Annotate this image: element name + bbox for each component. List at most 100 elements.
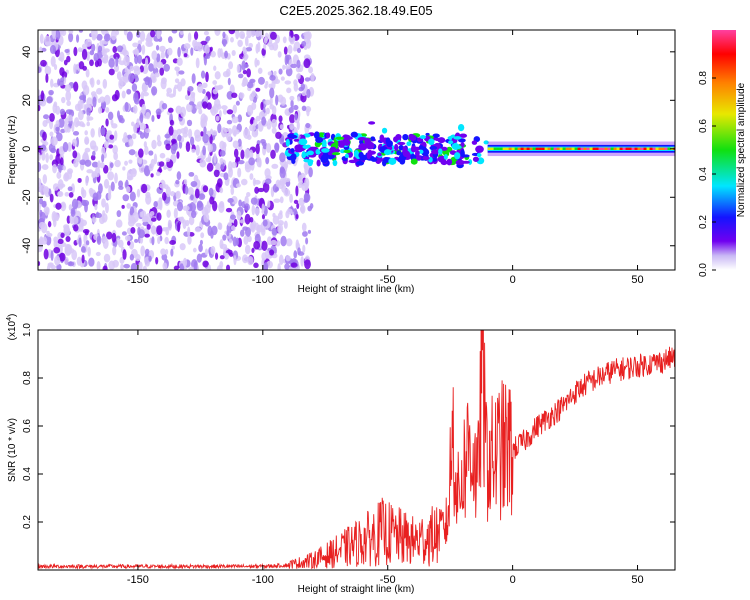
heatmap-cell [219, 157, 224, 165]
heatmap-cell [126, 203, 132, 209]
heatmap-cell [132, 42, 139, 48]
y-tick-label: 0 [21, 146, 33, 152]
heatmap-cell [240, 178, 248, 186]
heatmap-cell [103, 141, 109, 149]
y-tick-label: 0.6 [22, 419, 33, 433]
heatmap-cell [293, 250, 298, 259]
heatmap-cell [92, 216, 97, 223]
heatmap-cell [122, 166, 126, 171]
spectrogram-y-label: Frequency (Hz) [7, 116, 18, 185]
heatmap-cell [173, 207, 178, 219]
heatmap-cell [64, 191, 70, 197]
heatmap-cell [541, 147, 545, 150]
heatmap-cell [269, 74, 276, 81]
heatmap-cell [511, 147, 515, 150]
heatmap-cell [49, 131, 54, 137]
heatmap-cell [151, 50, 158, 61]
snr-frame [37, 329, 676, 571]
heatmap-cell [538, 147, 542, 150]
heatmap-cell [294, 113, 298, 121]
x-tick-label: 0 [510, 274, 516, 286]
heatmap-cell [142, 265, 148, 270]
heatmap-cell [49, 112, 55, 122]
heatmap-cell [111, 123, 118, 129]
heatmap-cell [42, 131, 47, 141]
heatmap-cell [133, 123, 138, 134]
heatmap-cell [118, 180, 124, 188]
heatmap-cell [529, 147, 533, 150]
heatmap-cell [277, 51, 282, 58]
heatmap-cell [547, 147, 551, 150]
heatmap-cell [81, 48, 88, 60]
heatmap-cell [190, 210, 197, 219]
heatmap-cell [580, 147, 584, 150]
snr-y-multiplier: (x104) [6, 314, 18, 341]
heatmap-cell [91, 171, 98, 178]
heatmap-cell [284, 54, 288, 66]
heatmap-cell [203, 126, 207, 135]
heatmap-cell [162, 191, 167, 201]
heatmap-cell [145, 39, 153, 48]
heatmap-cell [275, 94, 279, 106]
heatmap-cell [212, 80, 218, 85]
heatmap-cell [160, 51, 166, 60]
heatmap-cell [94, 60, 100, 68]
heatmap-cell [544, 147, 548, 150]
heatmap-cell [96, 260, 101, 270]
heatmap-cell [437, 137, 446, 144]
heatmap-cell [105, 106, 110, 113]
heatmap-cell [243, 53, 248, 62]
heatmap-cell [173, 265, 179, 270]
heatmap-cell [289, 114, 296, 124]
heatmap-cell [260, 101, 264, 111]
heatmap-cell [102, 210, 106, 217]
heatmap-cell [293, 208, 298, 216]
heatmap-cell [174, 84, 178, 90]
heatmap-cell [176, 201, 184, 212]
heatmap-cell [59, 108, 66, 116]
heatmap-cell [200, 70, 206, 79]
heatmap-cell [214, 98, 221, 108]
heatmap-cell [77, 110, 84, 121]
heatmap-cell [205, 157, 212, 163]
heatmap-cell [68, 32, 74, 43]
spectrogram-x-ticks: -150 -100 -50 0 50 [127, 30, 644, 286]
heatmap-cell [55, 202, 62, 210]
heatmap-cell [194, 227, 202, 233]
heatmap-cell [308, 167, 313, 178]
heatmap-cell [101, 198, 106, 208]
heatmap-cell [431, 157, 438, 162]
heatmap-cell [483, 140, 489, 145]
heatmap-cell [103, 48, 110, 53]
heatmap-cell [468, 159, 473, 165]
heatmap-cell [288, 35, 296, 43]
heatmap-cell [304, 259, 311, 270]
heatmap-cell [592, 147, 596, 150]
heatmap-cell [75, 64, 80, 70]
heatmap-cell [226, 109, 234, 115]
heatmap-cell [133, 91, 139, 103]
heatmap-cell [565, 147, 569, 150]
heatmap-cell [55, 132, 63, 142]
heatmap-cell [183, 43, 191, 50]
heatmap-cell [158, 166, 162, 174]
heatmap-cell [161, 253, 168, 261]
heatmap-cell [72, 138, 78, 147]
heatmap-cell [186, 103, 193, 113]
heatmap-cell [89, 59, 94, 67]
heatmap-cell [262, 263, 269, 270]
heatmap-cell [171, 245, 175, 250]
heatmap-cell [204, 248, 209, 256]
heatmap-cell [145, 111, 151, 120]
spectrogram-x-label: Height of straight line (km) [298, 284, 415, 295]
heatmap-cell [261, 240, 268, 251]
heatmap-cell [133, 66, 141, 76]
heatmap-cell [153, 59, 158, 69]
heatmap-cell [332, 159, 338, 167]
snr-line [38, 330, 675, 570]
heatmap-cell [177, 81, 183, 92]
heatmap-cell [559, 147, 563, 150]
heatmap-cell [39, 211, 46, 223]
heatmap-cell [50, 78, 54, 88]
heatmap-cell [156, 30, 162, 40]
